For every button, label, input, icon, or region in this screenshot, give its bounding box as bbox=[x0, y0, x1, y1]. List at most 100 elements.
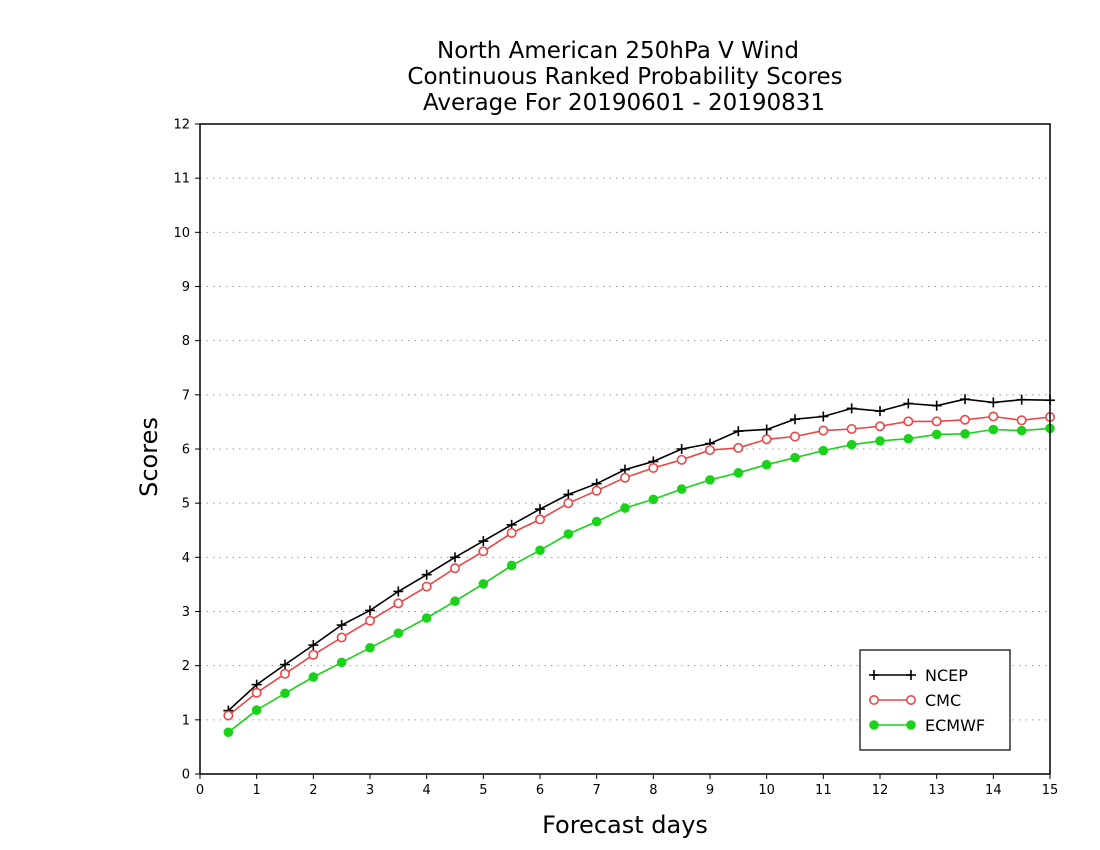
data-point-ecmwf bbox=[421, 613, 432, 623]
legend-item-ncep: NCEP bbox=[869, 666, 968, 685]
series-ecmwf bbox=[223, 423, 1055, 738]
y-tick-label: 11 bbox=[173, 172, 190, 187]
x-tick-label: 8 bbox=[649, 783, 657, 798]
legend-marker-ncep bbox=[869, 670, 879, 680]
data-point-ecmwf bbox=[563, 529, 574, 539]
x-tick-label: 7 bbox=[593, 783, 601, 798]
data-point-ecmwf bbox=[931, 429, 942, 440]
data-point-ncep bbox=[790, 414, 800, 425]
data-point-ecmwf bbox=[875, 436, 885, 446]
y-axis-label: Scores bbox=[135, 417, 163, 497]
data-point-cmc bbox=[648, 462, 659, 473]
data-point-cmc bbox=[733, 442, 744, 453]
data-point-cmc bbox=[223, 710, 234, 721]
data-point-ncep bbox=[875, 406, 885, 417]
data-point-ecmwf bbox=[336, 657, 347, 668]
y-gridlines bbox=[200, 177, 1050, 721]
data-point-cmc bbox=[789, 431, 800, 442]
data-point-cmc bbox=[704, 445, 715, 456]
data-point-ecmwf bbox=[393, 628, 404, 638]
data-point-ncep bbox=[988, 397, 999, 408]
x-tick-label: 4 bbox=[423, 783, 431, 798]
legend-label-ecmwf: ECMWF bbox=[925, 716, 985, 735]
y-tick-label: 9 bbox=[182, 280, 190, 295]
data-point-cmc bbox=[308, 649, 319, 660]
data-point-ncep bbox=[563, 489, 574, 500]
data-point-ncep bbox=[535, 504, 545, 515]
data-point-cmc bbox=[393, 598, 404, 609]
data-point-cmc bbox=[931, 416, 942, 427]
chart-title-line-1: North American 250hPa V Wind bbox=[437, 38, 799, 64]
chart-title-line-2: Continuous Ranked Probability Scores bbox=[407, 64, 842, 90]
series-cmc bbox=[223, 411, 1056, 721]
data-point-cmc bbox=[1016, 415, 1027, 426]
x-tick-label: 3 bbox=[366, 783, 374, 798]
data-point-ncep bbox=[931, 400, 942, 411]
y-tick-label: 8 bbox=[182, 334, 190, 349]
data-point-ncep bbox=[960, 394, 970, 405]
data-point-ncep bbox=[733, 426, 744, 437]
data-point-ecmwf bbox=[846, 439, 857, 450]
data-point-ecmwf bbox=[1016, 425, 1027, 436]
data-point-ncep bbox=[336, 620, 347, 631]
data-point-ncep bbox=[478, 536, 489, 547]
data-point-cmc bbox=[591, 485, 602, 496]
y-tick-label: 6 bbox=[182, 443, 190, 458]
y-tick-label: 1 bbox=[182, 713, 190, 728]
data-point-ecmwf bbox=[761, 459, 772, 470]
data-point-cmc bbox=[619, 472, 630, 483]
data-point-ecmwf bbox=[251, 705, 262, 715]
data-point-ecmwf bbox=[450, 596, 460, 607]
data-point-cmc bbox=[761, 434, 772, 445]
data-point-ncep bbox=[393, 586, 404, 597]
data-point-cmc bbox=[959, 414, 970, 425]
x-tick-label: 15 bbox=[1042, 783, 1059, 798]
legend-marker-cmc bbox=[868, 694, 879, 705]
data-point-cmc bbox=[846, 423, 857, 434]
data-point-ncep bbox=[903, 398, 914, 409]
legend: NCEP CMC ECMWF bbox=[859, 649, 1011, 751]
plot-area-frame bbox=[199, 123, 1051, 775]
x-tick-label: 14 bbox=[985, 783, 1002, 798]
x-tick-label: 6 bbox=[536, 783, 544, 798]
data-point-ncep bbox=[280, 659, 290, 670]
data-point-ecmwf bbox=[648, 494, 659, 505]
y-tick-label: 2 bbox=[182, 659, 190, 674]
x-tick-label: 5 bbox=[479, 783, 487, 798]
x-axis-label: Forecast days bbox=[542, 811, 708, 839]
legend-marker-ecmwf bbox=[906, 720, 916, 730]
data-point-ecmwf bbox=[365, 642, 375, 653]
data-point-ecmwf bbox=[308, 672, 319, 682]
legend-marker-ncep bbox=[906, 670, 916, 680]
chart-title-line-3: Average For 20190601 - 20190831 bbox=[423, 90, 825, 116]
x-tick-label: 2 bbox=[309, 783, 317, 798]
data-point-ecmwf bbox=[988, 424, 999, 435]
data-point-cmc bbox=[988, 411, 999, 422]
data-point-ecmwf bbox=[620, 503, 630, 513]
data-point-ncep bbox=[846, 403, 857, 414]
x-tick-label: 12 bbox=[872, 783, 889, 798]
data-point-cmc bbox=[336, 632, 347, 643]
y-tick-label: 10 bbox=[173, 226, 190, 241]
data-point-ecmwf bbox=[790, 452, 800, 463]
y-tick-label: 12 bbox=[173, 118, 190, 133]
data-point-cmc bbox=[874, 421, 885, 432]
y-tick-label: 7 bbox=[182, 388, 190, 403]
series-layer bbox=[223, 394, 1056, 738]
data-point-cmc bbox=[478, 546, 489, 557]
legend-marker-ecmwf bbox=[869, 720, 879, 730]
data-point-cmc bbox=[506, 527, 517, 538]
legend-label-cmc: CMC bbox=[925, 691, 961, 710]
legend-label-ncep: NCEP bbox=[925, 666, 968, 685]
data-point-cmc bbox=[449, 563, 460, 574]
data-point-cmc bbox=[251, 687, 262, 698]
data-point-ncep bbox=[308, 640, 319, 651]
x-tick-label: 9 bbox=[706, 783, 714, 798]
data-point-ncep bbox=[818, 411, 829, 422]
x-tick-label: 13 bbox=[928, 783, 945, 798]
data-point-ecmwf bbox=[818, 445, 829, 456]
data-point-ncep bbox=[761, 424, 772, 435]
data-point-ecmwf bbox=[478, 579, 489, 589]
